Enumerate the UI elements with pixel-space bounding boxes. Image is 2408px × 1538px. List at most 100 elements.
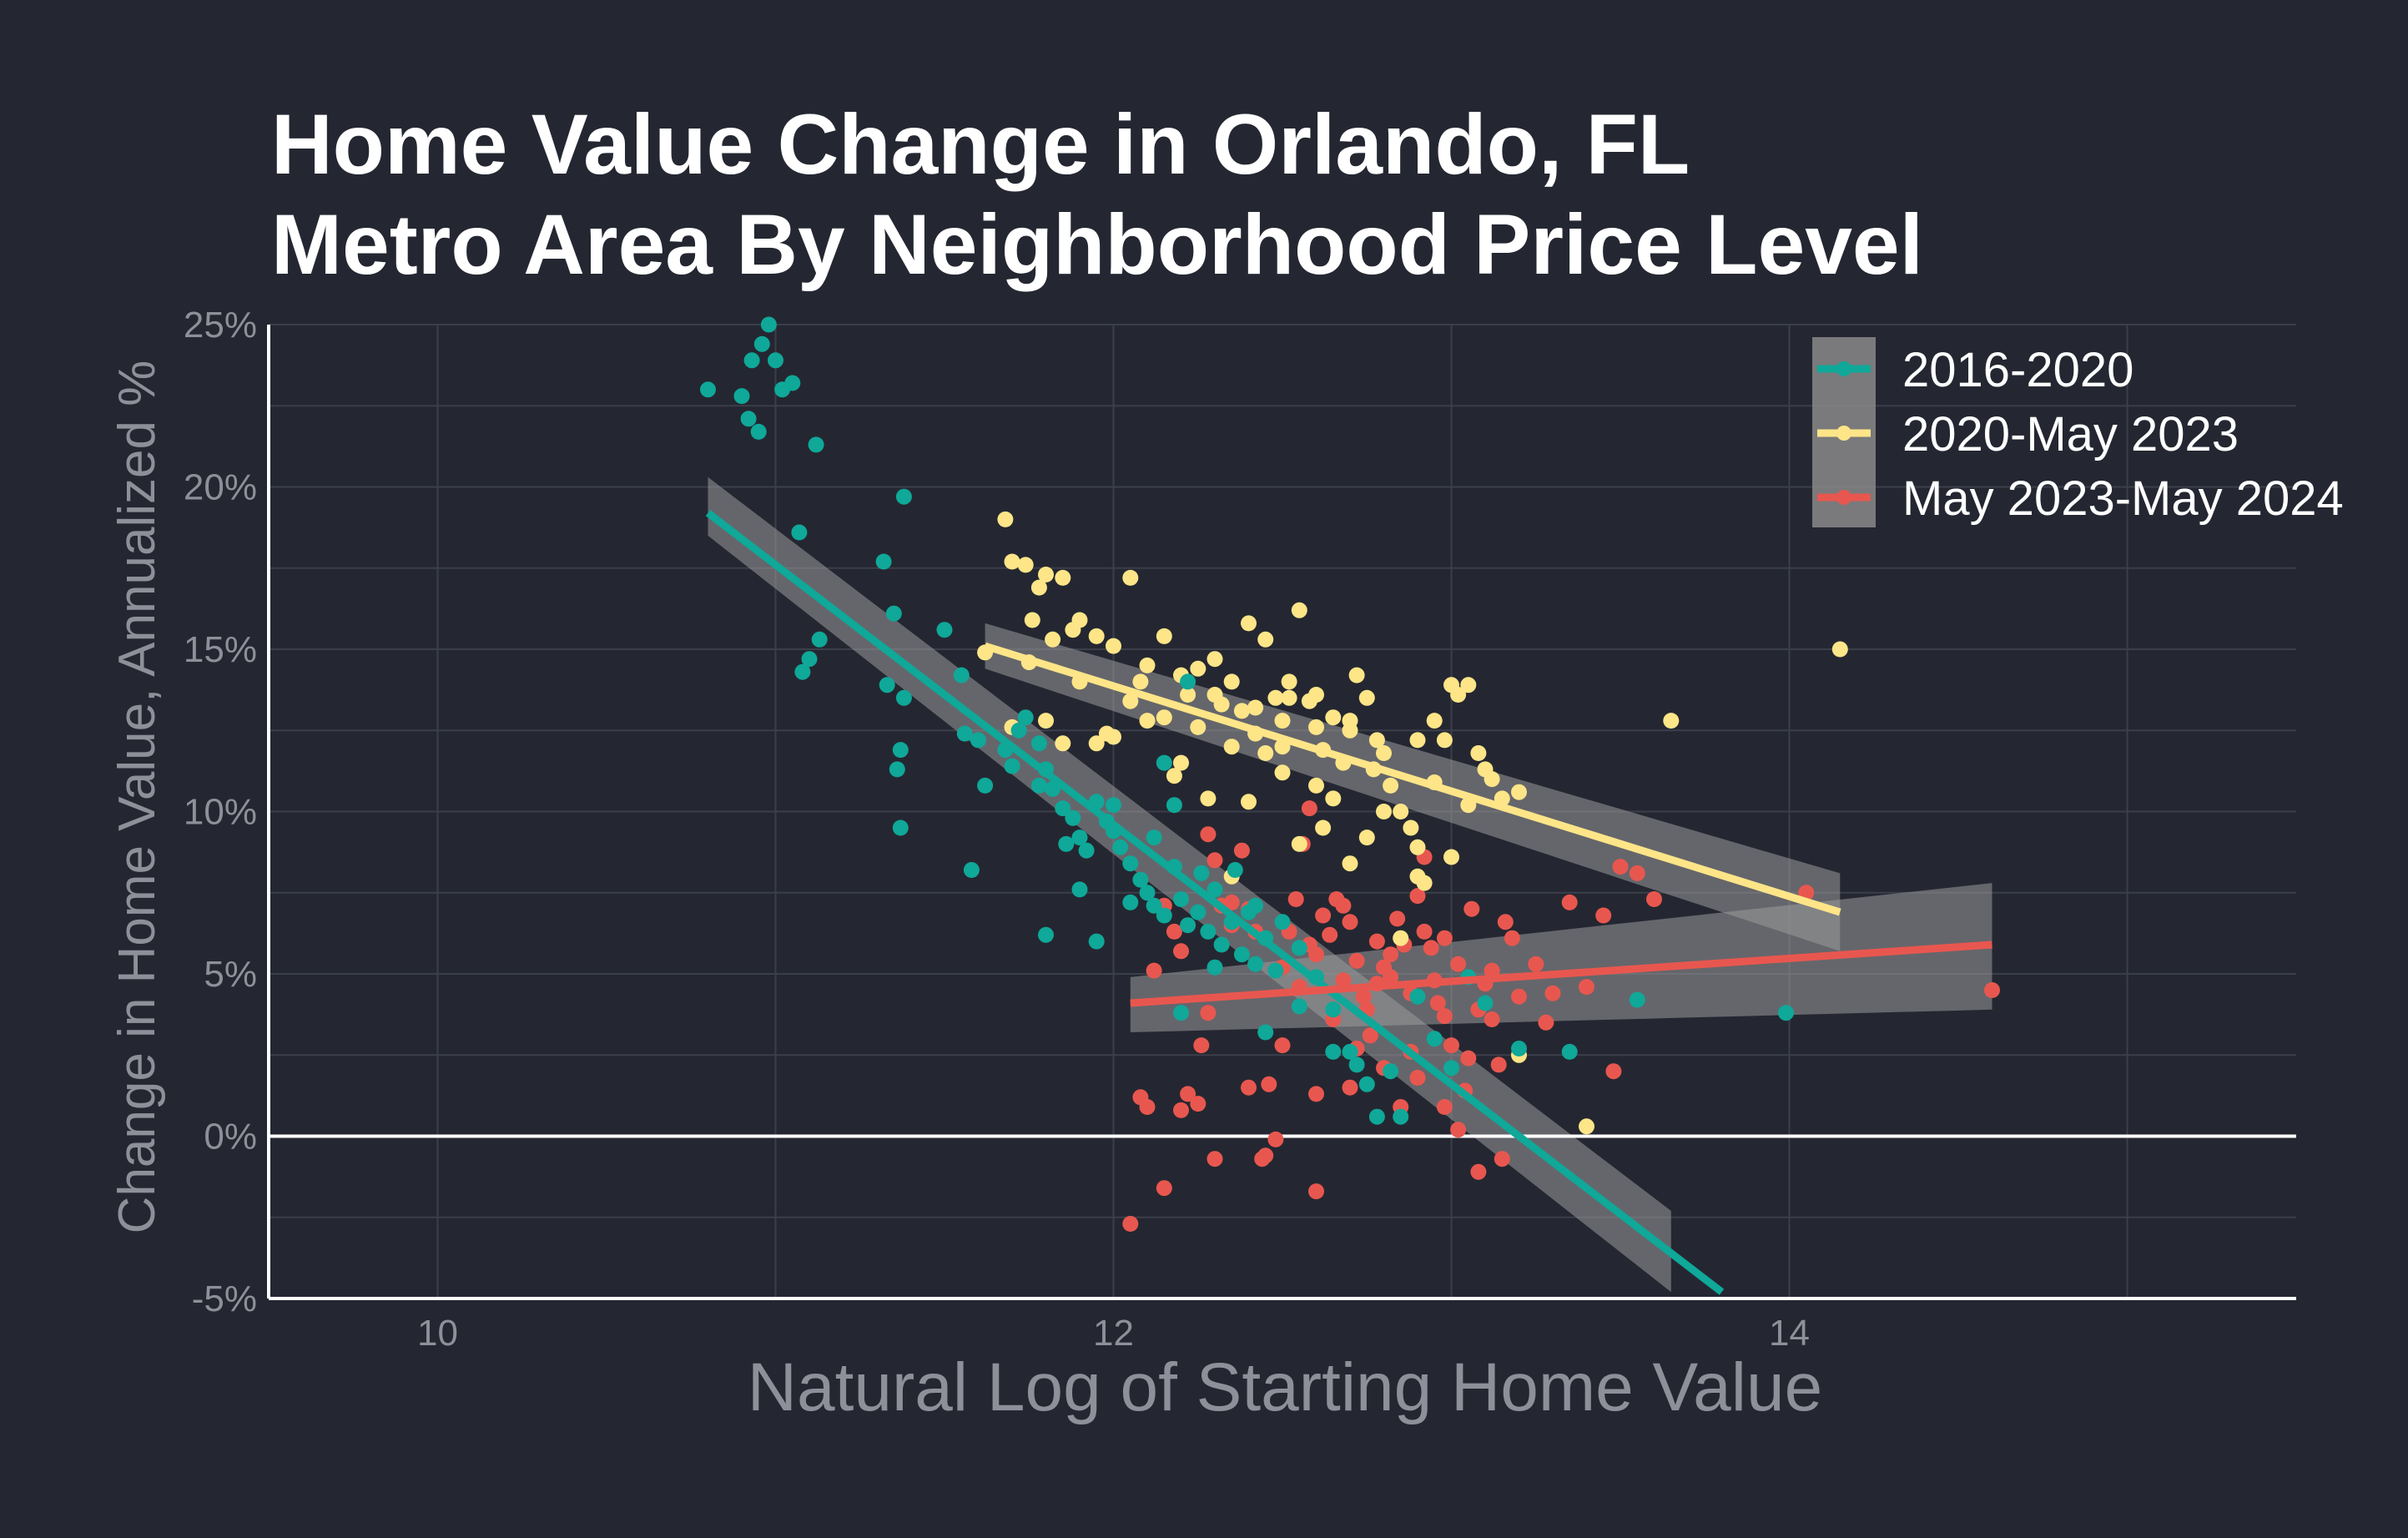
data-point: [1207, 959, 1223, 976]
data-point: [1342, 914, 1358, 930]
y-tick-label: -5%: [192, 1278, 257, 1319]
data-point: [1443, 849, 1459, 865]
data-point: [1190, 904, 1207, 920]
data-point: [1233, 703, 1250, 719]
data-point: [1436, 1008, 1453, 1025]
data-point: [1088, 735, 1105, 752]
data-point: [892, 819, 909, 836]
data-point: [1383, 946, 1399, 963]
data-point: [1024, 612, 1040, 628]
trend-line: [1130, 940, 1992, 1007]
data-point: [1122, 894, 1139, 910]
data-point: [801, 651, 818, 668]
data-point: [892, 742, 909, 759]
data-point: [1038, 567, 1054, 582]
data-point: [1494, 1151, 1510, 1167]
data-point: [1436, 930, 1453, 946]
data-point: [1470, 745, 1487, 761]
data-point: [1055, 735, 1071, 752]
data-point: [1393, 804, 1409, 819]
data-point: [1106, 797, 1121, 814]
data-point: [1281, 673, 1297, 690]
data-point: [1463, 900, 1480, 917]
y-tick-label: 5%: [204, 954, 257, 995]
trend-line: [984, 642, 1841, 916]
data-point: [1098, 725, 1115, 742]
data-point: [1257, 631, 1274, 648]
data-point: [1200, 790, 1217, 807]
data-point: [1190, 719, 1207, 735]
data-point: [1146, 962, 1162, 979]
data-point: [1409, 1070, 1426, 1086]
chart-title-line-2: Metro Area By Neighborhood Price Level: [271, 197, 1923, 292]
data-point: [1281, 689, 1297, 706]
data-point: [1409, 868, 1426, 885]
data-point: [1383, 777, 1399, 794]
y-tick-label: 0%: [204, 1117, 257, 1157]
x-axis-title: Natural Log of Starting Home Value: [748, 1349, 1822, 1425]
data-point: [1071, 612, 1088, 628]
data-point: [1409, 988, 1426, 1005]
data-point: [1308, 1086, 1324, 1102]
data-point: [1416, 923, 1433, 940]
data-point: [1058, 835, 1075, 852]
data-point: [1122, 569, 1139, 586]
data-point: [1071, 830, 1088, 846]
data-point: [1139, 1099, 1156, 1115]
data-point: [1241, 1079, 1257, 1096]
data-point: [1088, 933, 1105, 950]
data-point: [1190, 1096, 1207, 1112]
data-point: [1223, 894, 1240, 910]
data-point: [1629, 865, 1645, 881]
data-point: [1207, 881, 1223, 898]
data-point: [1180, 1086, 1196, 1102]
data-point: [1233, 842, 1250, 859]
data-point: [1426, 713, 1443, 729]
data-point: [1403, 819, 1419, 836]
data-point: [1180, 687, 1196, 703]
data-point: [1030, 735, 1047, 752]
data-point: [1156, 754, 1172, 771]
data-point: [895, 488, 912, 505]
data-point: [1173, 943, 1189, 960]
data-point: [1484, 771, 1500, 788]
data-point: [1528, 956, 1544, 972]
data-point: [1504, 930, 1520, 946]
data-point: [1045, 631, 1061, 648]
data-point: [953, 667, 970, 683]
data-point: [1315, 907, 1332, 924]
data-point: [1409, 732, 1426, 749]
data-point: [1055, 800, 1071, 817]
data-point: [1368, 933, 1385, 950]
data-point: [956, 725, 973, 742]
data-point: [1511, 784, 1527, 800]
data-point: [1180, 673, 1196, 690]
data-point: [1139, 713, 1156, 729]
data-point: [1223, 739, 1240, 755]
data-point: [1315, 819, 1332, 836]
data-point: [1180, 917, 1196, 934]
data-point: [1017, 557, 1034, 573]
data-point: [1348, 1056, 1365, 1073]
data-point: [811, 631, 828, 648]
data-point: [1393, 930, 1409, 946]
data-point: [1132, 673, 1149, 690]
data-point: [1257, 745, 1274, 761]
data-point: [1156, 709, 1172, 726]
data-point: [1004, 553, 1020, 570]
data-point: [1376, 804, 1392, 819]
data-point: [1561, 1043, 1578, 1060]
data-point: [1368, 1108, 1385, 1125]
data-point: [1325, 1001, 1342, 1018]
data-point: [1173, 891, 1189, 907]
data-point: [808, 436, 824, 453]
data-point: [1166, 768, 1182, 784]
legend-label: 2020-May 2023: [1902, 407, 2239, 461]
data-point: [1450, 687, 1467, 703]
data-point: [1227, 862, 1243, 878]
data-point: [1579, 1118, 1594, 1135]
data-point: [1595, 907, 1612, 924]
data-point: [1247, 699, 1264, 716]
